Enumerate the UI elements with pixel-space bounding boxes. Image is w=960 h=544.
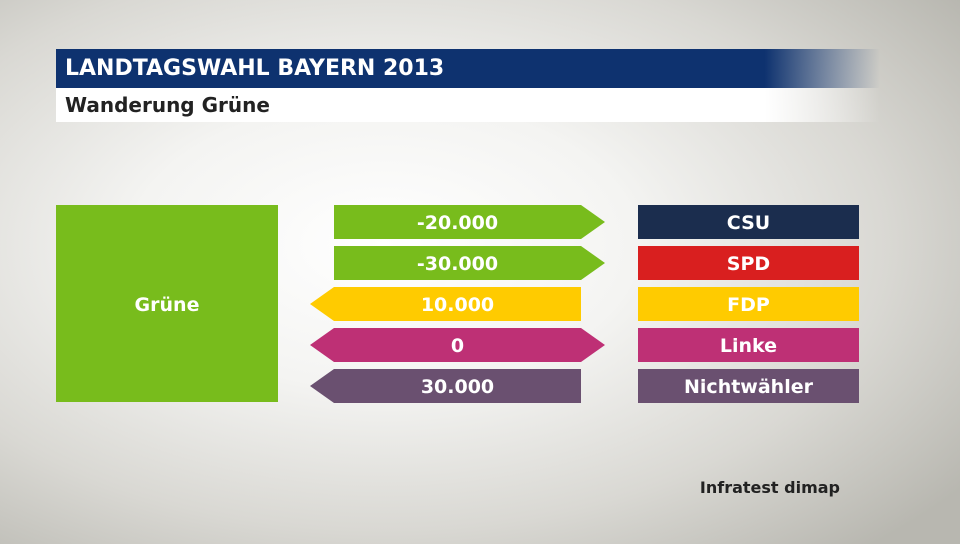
flow-arrow-nichtwähler	[310, 369, 581, 403]
party-box-fdp	[638, 287, 859, 321]
party-box-csu	[638, 205, 859, 239]
party-box-linke	[638, 328, 859, 362]
flow-value-csu: -20.000	[417, 212, 498, 234]
flow-arrow-spd	[334, 246, 605, 280]
flow-value-spd: -30.000	[417, 253, 498, 275]
party-label-nichtwähler: Nichtwähler	[684, 376, 814, 398]
party-label-spd: SPD	[727, 253, 770, 275]
source-label: Infratest dimap	[699, 478, 840, 497]
chart-title: LANDTAGSWAHL BAYERN 2013	[56, 49, 880, 88]
flow-arrow-linke	[310, 328, 605, 362]
party-label-csu: CSU	[727, 212, 770, 234]
flow-value-fdp: 10.000	[421, 294, 494, 316]
flow-arrow-csu	[334, 205, 605, 239]
subject-label: Grüne	[135, 294, 200, 316]
flow-value-nichtwähler: 30.000	[421, 376, 494, 398]
party-box-nichtwähler	[638, 369, 859, 403]
party-label-linke: Linke	[720, 335, 777, 357]
chart-subtitle: Wanderung Grüne	[56, 88, 880, 122]
party-box-spd	[638, 246, 859, 280]
flow-arrow-fdp	[310, 287, 581, 321]
flow-value-linke: 0	[451, 335, 464, 357]
subject-box	[56, 205, 278, 402]
party-label-fdp: FDP	[727, 294, 770, 316]
